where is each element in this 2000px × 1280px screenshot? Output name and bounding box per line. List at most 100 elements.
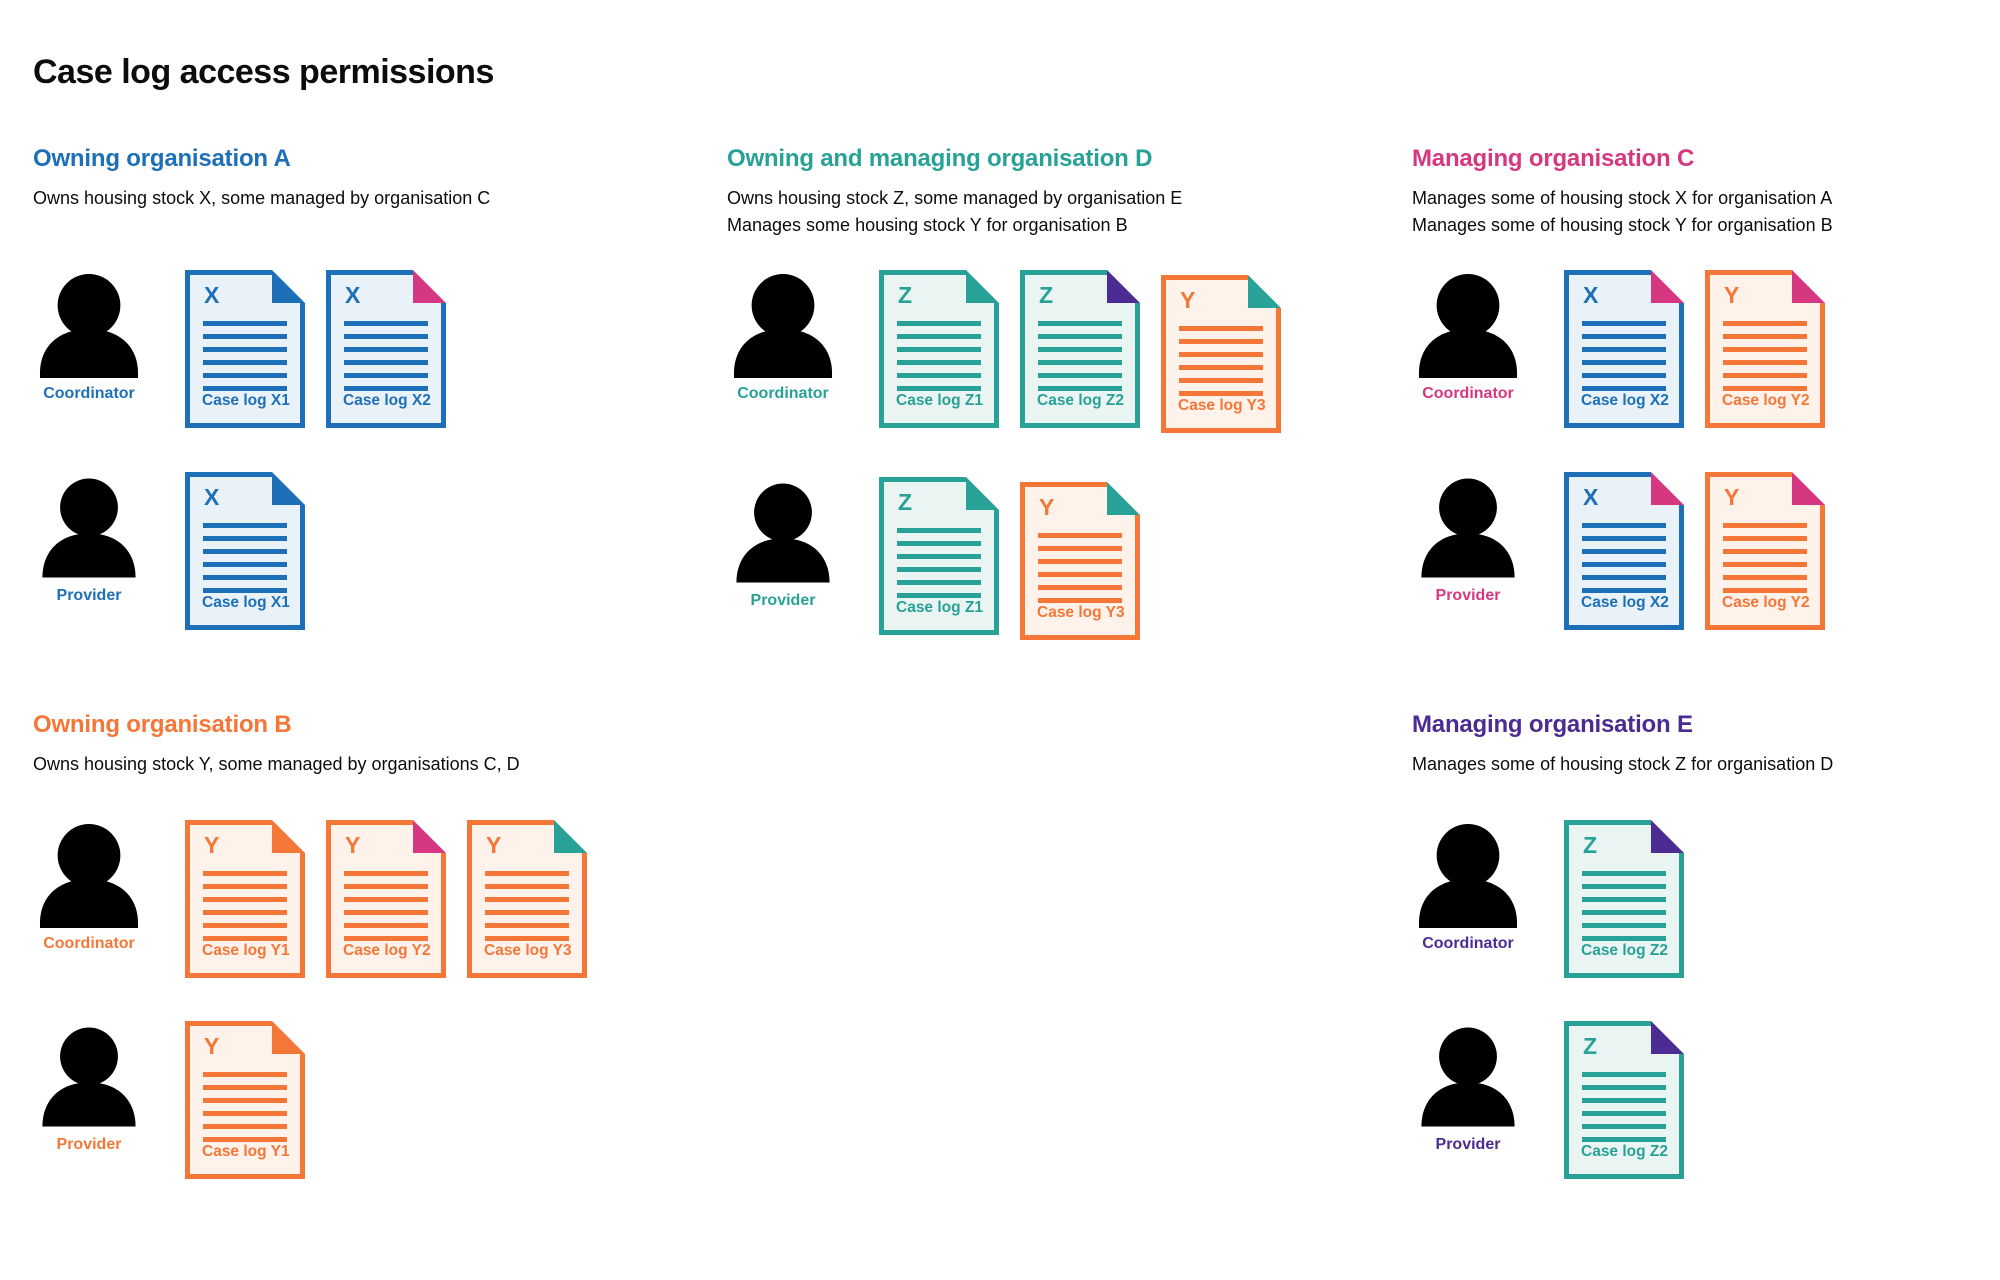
person-outline-icon <box>42 1027 136 1127</box>
case-log-document: Y Case log Y2 <box>1705 270 1825 428</box>
stock-letter: X <box>345 282 361 308</box>
case-log-label: Case log Y3 <box>484 942 572 959</box>
provider-row: Provider Z Case log Z2 <box>1412 1021 1972 1179</box>
document-lines-icon <box>203 523 287 601</box>
role-label: Coordinator <box>43 385 135 402</box>
section-description: Manages some of housing stock X for orga… <box>1412 185 1972 239</box>
folded-corner-icon <box>1651 1021 1684 1054</box>
description-line: Manages some of housing stock Y for orga… <box>1412 215 1833 235</box>
role-label: Coordinator <box>737 385 829 402</box>
document-lines-icon <box>1038 321 1122 399</box>
folded-corner-icon <box>272 270 305 303</box>
section-owning-organisation-a: Owning organisation A Owns housing stock… <box>33 144 593 630</box>
person-filled-icon <box>733 274 833 378</box>
case-log-document: X Case log X2 <box>1564 472 1684 630</box>
case-log-document: Y Case log Y2 <box>1705 472 1825 630</box>
case-log-document: X Case log X2 <box>326 270 446 428</box>
document-lines-icon <box>1582 523 1666 601</box>
folded-corner-icon <box>966 270 999 303</box>
coordinator-figure: Coordinator <box>33 820 145 953</box>
case-log-label: Case log Z2 <box>1037 392 1124 409</box>
case-log-label: Case log Y2 <box>1722 392 1810 409</box>
provider-row: Provider X Case log X1 <box>33 472 593 630</box>
folded-corner-icon <box>1107 482 1140 515</box>
document-lines-icon <box>1723 523 1807 601</box>
document-lines-icon <box>344 321 428 399</box>
stock-letter: Z <box>898 489 913 515</box>
section-managing-organisation-e: Managing organisation E Manages some of … <box>1412 710 1972 1179</box>
coordinator-row: Coordinator X Case log X2 Y Case log Y2 <box>1412 270 1972 428</box>
case-log-document: Y Case log Y3 <box>1020 482 1140 640</box>
provider-figure: Provider <box>1412 1021 1524 1154</box>
stock-letter: Z <box>898 282 913 308</box>
case-log-document: Z Case log Z2 <box>1020 270 1140 428</box>
section-heading: Managing organisation E <box>1412 711 1693 738</box>
case-log-document: Y Case log Y3 <box>467 820 587 978</box>
folded-corner-icon <box>966 477 999 510</box>
coordinator-row: Coordinator X Case log X1 X Case log X2 <box>33 270 593 428</box>
person-filled-icon <box>39 274 139 378</box>
section-heading: Managing organisation C <box>1412 145 1695 172</box>
stock-letter: X <box>204 484 220 510</box>
coordinator-row: Coordinator Z Case log Z1 Z Case log Z2 … <box>727 270 1287 433</box>
person-filled-icon <box>39 824 139 928</box>
person-outline-icon <box>1421 1027 1515 1127</box>
case-log-document: X Case log X2 <box>1564 270 1684 428</box>
stock-letter: X <box>1583 282 1599 308</box>
stock-letter: Y <box>1039 494 1055 520</box>
case-log-label: Case log Y3 <box>1037 604 1125 621</box>
section-description: Manages some of housing stock Z for orga… <box>1412 751 1972 778</box>
stock-letter: Y <box>486 832 502 858</box>
folded-corner-icon <box>1107 270 1140 303</box>
provider-figure: Provider <box>33 1021 145 1154</box>
coordinator-figure: Coordinator <box>1412 820 1524 953</box>
case-log-document: X Case log X1 <box>185 270 305 428</box>
folded-corner-icon <box>272 472 305 505</box>
folded-corner-icon <box>1248 275 1281 308</box>
role-label: Coordinator <box>1422 935 1514 952</box>
case-log-label: Case log X1 <box>202 392 290 409</box>
case-log-document: Z Case log Z1 <box>879 477 999 635</box>
document-lines-icon <box>1179 326 1263 404</box>
document-lines-icon <box>203 1072 287 1150</box>
person-filled-icon <box>1418 274 1518 378</box>
case-log-label: Case log X2 <box>343 392 431 409</box>
provider-figure: Provider <box>1412 472 1524 605</box>
description-line: Manages some of housing stock X for orga… <box>1412 188 1833 208</box>
section-description: Owns housing stock Y, some managed by or… <box>33 751 593 778</box>
case-log-document: Z Case log Z1 <box>879 270 999 428</box>
coordinator-row: Coordinator Z Case log Z2 <box>1412 820 1972 978</box>
document-lines-icon <box>1038 533 1122 611</box>
document-lines-icon <box>203 321 287 399</box>
description-line: Manages some housing stock Y for organis… <box>727 215 1128 235</box>
case-log-label: Case log Z1 <box>896 392 983 409</box>
case-log-label: Case log Y1 <box>202 1143 290 1160</box>
section-heading: Owning organisation B <box>33 711 292 738</box>
page-title: Case log access permissions <box>33 52 494 91</box>
role-label: Provider <box>1435 1136 1501 1153</box>
document-lines-icon <box>897 528 981 606</box>
folded-corner-icon <box>1792 472 1825 505</box>
section-owning-organisation-b: Owning organisation B Owns housing stock… <box>33 710 593 1179</box>
document-lines-icon <box>203 871 287 949</box>
case-log-document: X Case log X1 <box>185 472 305 630</box>
coordinator-figure: Coordinator <box>33 270 145 403</box>
person-outline-icon <box>42 478 136 578</box>
document-lines-icon <box>485 871 569 949</box>
person-outline-icon <box>1421 478 1515 578</box>
case-log-document: Y Case log Y1 <box>185 1021 305 1179</box>
section-heading: Owning organisation A <box>33 145 291 172</box>
stock-letter: Y <box>1724 282 1740 308</box>
stock-letter: X <box>204 282 220 308</box>
section-managing-organisation-c: Managing organisation C Manages some of … <box>1412 144 1972 630</box>
case-log-document: Y Case log Y1 <box>185 820 305 978</box>
case-log-document: Z Case log Z2 <box>1564 820 1684 978</box>
document-lines-icon <box>1582 1072 1666 1150</box>
person-filled-icon <box>1418 824 1518 928</box>
case-log-label: Case log Z2 <box>1581 942 1668 959</box>
role-label: Provider <box>56 587 122 604</box>
case-log-document: Y Case log Y3 <box>1161 275 1281 433</box>
stock-letter: Y <box>204 1033 220 1059</box>
folded-corner-icon <box>554 820 587 853</box>
